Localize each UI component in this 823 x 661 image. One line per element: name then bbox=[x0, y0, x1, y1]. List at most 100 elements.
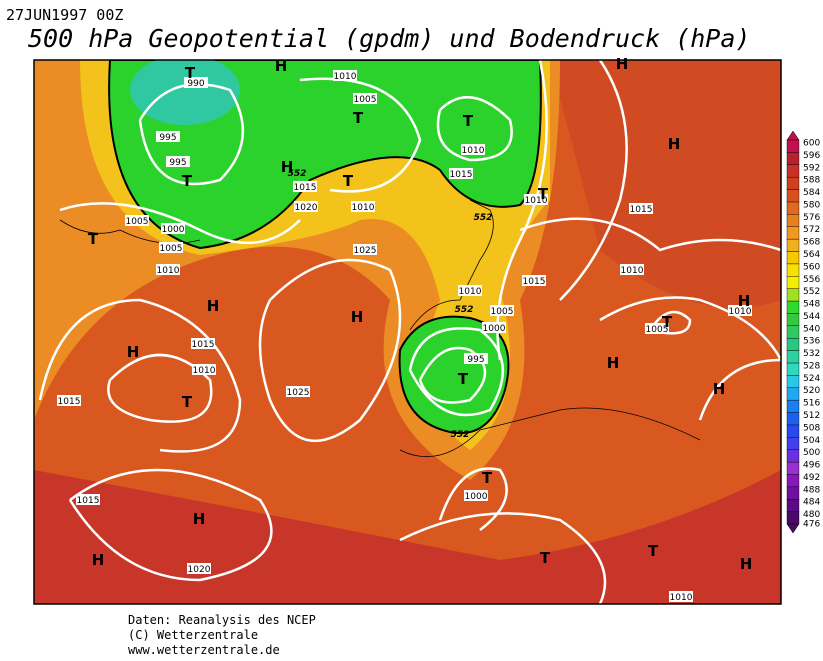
isobar-label: 995 bbox=[169, 158, 186, 168]
colorbar-box bbox=[786, 300, 800, 314]
isobar-label: 1010 bbox=[352, 203, 375, 213]
isobar-label-box bbox=[333, 70, 357, 81]
isobar-label-box bbox=[293, 181, 317, 192]
colorbar-box bbox=[786, 511, 800, 525]
colorbar-tick-label: 596 bbox=[803, 151, 820, 161]
pressure-center: H bbox=[713, 380, 726, 398]
isobar-label: 1005 bbox=[160, 244, 183, 254]
colorbar-tick-label: 572 bbox=[803, 225, 820, 235]
isobar-label-box bbox=[464, 490, 488, 501]
colorbar-box bbox=[786, 201, 800, 215]
pressure-center: T bbox=[182, 393, 193, 411]
isobar-label: 1010 bbox=[621, 266, 644, 276]
colorbar-tick-label: 532 bbox=[803, 349, 820, 359]
colorbar-tick-label: 512 bbox=[803, 411, 820, 421]
colorbar-tick-label: 544 bbox=[803, 312, 820, 322]
colorbar-tick-label: 496 bbox=[803, 461, 820, 471]
isobar-label: 1000 bbox=[465, 492, 488, 502]
colorbar-box bbox=[786, 499, 800, 512]
pressure-center: H bbox=[275, 57, 288, 75]
isobar-label: 1005 bbox=[126, 217, 149, 227]
colorbar-box bbox=[786, 214, 800, 227]
colorbar-tick-label: 488 bbox=[803, 485, 820, 495]
colorbar-tick-label: 540 bbox=[803, 324, 820, 334]
colorbar-box bbox=[786, 399, 800, 413]
isobar-label: 1005 bbox=[646, 325, 669, 335]
isobar-label-box bbox=[156, 131, 180, 142]
isobar-label-box bbox=[351, 201, 375, 212]
pressure-center: H bbox=[193, 510, 206, 528]
isobar-label: 1010 bbox=[157, 266, 180, 276]
isobar-label-box bbox=[353, 244, 377, 255]
colorbar-arrow-top bbox=[786, 130, 800, 141]
colorbar-tick-label: 556 bbox=[803, 275, 820, 285]
isobar-label: 1015 bbox=[630, 205, 653, 215]
colorbar-box bbox=[786, 337, 800, 351]
isobar-label-box bbox=[728, 305, 752, 316]
colorbar-box bbox=[786, 189, 800, 203]
colorbar-box bbox=[786, 325, 800, 339]
isobar-label: 1015 bbox=[523, 277, 546, 287]
colorbar-box bbox=[786, 164, 800, 178]
isobar-label-box bbox=[461, 144, 485, 155]
pressure-center: H bbox=[127, 343, 140, 361]
pressure-center: H bbox=[607, 354, 620, 372]
footer-line: (C) Wetterzentrale bbox=[128, 628, 258, 642]
height-contour-label: 552 bbox=[288, 169, 307, 179]
colorbar-box bbox=[786, 350, 800, 364]
colorbar-box bbox=[786, 437, 800, 450]
isobar-label-box bbox=[449, 168, 473, 179]
pressure-center: H bbox=[92, 551, 105, 569]
colorbar-box bbox=[786, 288, 800, 302]
colorbar-tick-label: 492 bbox=[803, 473, 820, 483]
colorbar-box bbox=[786, 226, 800, 240]
isobar-label-box bbox=[464, 353, 488, 364]
isobar-label-box bbox=[669, 591, 693, 602]
isobar-label-box bbox=[629, 203, 653, 214]
pressure-center: T bbox=[463, 112, 474, 130]
height-contour-label: 552 bbox=[455, 305, 474, 315]
isobar-label-box bbox=[156, 264, 180, 275]
colorbar-box bbox=[786, 152, 800, 165]
isobar-label: 1025 bbox=[287, 388, 310, 398]
colorbar-tick-label: 480 bbox=[803, 510, 820, 520]
isobar-label: 995 bbox=[467, 355, 484, 365]
footer-line: www.wetterzentrale.de bbox=[128, 643, 280, 656]
pressure-center: H bbox=[281, 158, 294, 176]
isobar-label-box bbox=[286, 386, 310, 397]
pressure-center: T bbox=[185, 64, 196, 82]
colorbar-box bbox=[786, 263, 800, 277]
colorbar-box bbox=[786, 412, 800, 426]
map-frame bbox=[33, 59, 782, 605]
colorbar-tick-label: 588 bbox=[803, 176, 820, 186]
colorbar-box bbox=[786, 251, 800, 265]
isobar-label: 1015 bbox=[294, 183, 317, 193]
colorbar-tick-label: 508 bbox=[803, 423, 820, 433]
isobar-label-box bbox=[57, 395, 81, 406]
isobar-label: 1020 bbox=[295, 203, 318, 213]
isobar-label: 1025 bbox=[354, 246, 377, 256]
isobar-label: 1015 bbox=[58, 397, 81, 407]
colorbar-box bbox=[786, 474, 800, 488]
isobar-label: 1010 bbox=[462, 146, 485, 156]
pressure-center: T bbox=[538, 185, 549, 203]
pressure-center: T bbox=[482, 469, 493, 487]
colorbar-box bbox=[786, 486, 800, 500]
colorbar-tick-label: 528 bbox=[803, 361, 820, 371]
footer-line: Daten: Reanalysis des NCEP bbox=[128, 613, 316, 627]
colorbar-box bbox=[786, 176, 800, 190]
isobar-label-box bbox=[161, 223, 185, 234]
colorbar-tick-label: 524 bbox=[803, 374, 820, 384]
colorbar-tick-label: 516 bbox=[803, 399, 820, 409]
colorbar-box bbox=[786, 139, 800, 153]
isobar-label-box bbox=[524, 194, 548, 205]
isobar-label-box bbox=[620, 264, 644, 275]
colorbar-tick-label: 592 bbox=[803, 163, 820, 173]
height-contour-label: 552 bbox=[474, 213, 493, 223]
isobar-label: 1015 bbox=[192, 340, 215, 350]
pressure-center: H bbox=[740, 555, 753, 573]
isobar-label-box bbox=[294, 201, 318, 212]
pressure-center: H bbox=[207, 297, 220, 315]
colorbar-tick-label: 584 bbox=[803, 188, 820, 198]
